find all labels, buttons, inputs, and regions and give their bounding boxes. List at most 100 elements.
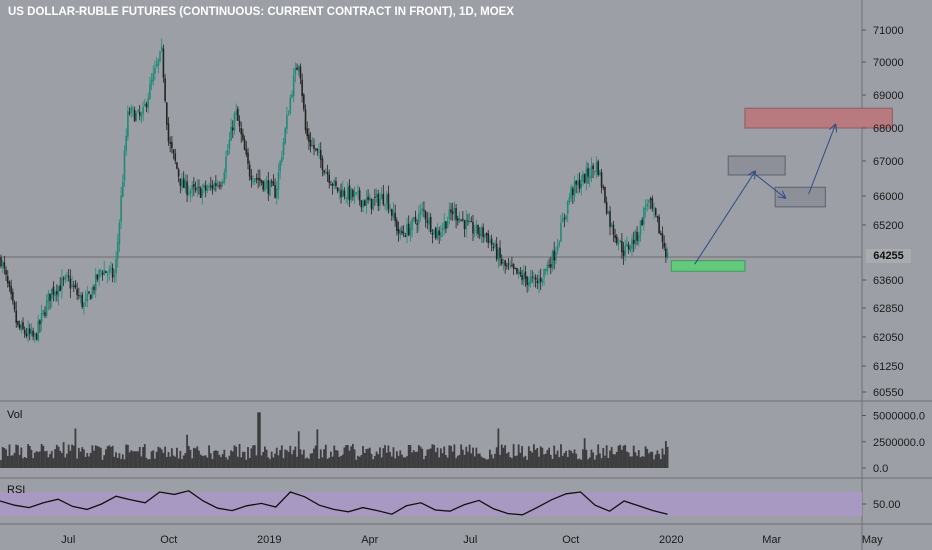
volume-bar <box>401 454 403 468</box>
volume-bar <box>35 451 38 468</box>
volume-bar <box>248 457 251 468</box>
volume-bar <box>44 451 46 468</box>
candle <box>47 289 50 311</box>
volume-bar <box>614 454 617 468</box>
volume-bar <box>346 445 349 468</box>
volume-bar <box>172 455 175 468</box>
candle <box>644 199 647 218</box>
candle <box>52 281 55 302</box>
candle <box>646 199 649 212</box>
candle <box>438 226 440 244</box>
volume-bar <box>570 450 573 468</box>
volume-bar <box>341 454 344 468</box>
candle <box>455 204 457 229</box>
candle <box>154 60 156 81</box>
candle <box>314 148 317 152</box>
candle <box>578 172 581 193</box>
volume-bar <box>264 446 266 468</box>
volume-bar <box>429 448 432 468</box>
volume-bar <box>485 459 488 468</box>
candle <box>651 195 654 212</box>
volume-bar <box>235 446 238 468</box>
volume-bar <box>98 446 101 468</box>
candle <box>632 231 635 252</box>
candle <box>661 226 664 250</box>
volume-bar <box>272 457 275 468</box>
volume-bar <box>529 450 532 468</box>
candle <box>363 199 366 207</box>
volume-bar <box>509 457 512 468</box>
volume-pane: 5000000.0 2500000.0 0.0 <box>0 411 925 475</box>
volume-bar <box>495 447 498 468</box>
candle <box>186 174 188 203</box>
volume-bar <box>159 447 161 468</box>
candle <box>120 186 122 229</box>
candle <box>353 186 356 204</box>
volume-bar <box>587 459 589 468</box>
candle <box>519 267 522 277</box>
volume-bar <box>279 449 282 468</box>
gray-zone-1-box <box>727 155 786 176</box>
volume-bar <box>184 453 187 468</box>
volume-bar <box>632 445 635 468</box>
volume-bar <box>211 459 214 468</box>
candle <box>577 173 579 195</box>
candle <box>506 262 508 270</box>
volume-bar <box>619 444 622 468</box>
candle <box>614 228 616 243</box>
candle <box>412 216 415 223</box>
candle <box>137 108 139 113</box>
volume-bar <box>152 450 155 468</box>
candle <box>20 320 23 334</box>
candle <box>566 200 569 223</box>
volume-bar <box>296 456 298 468</box>
candle <box>13 300 16 313</box>
price-tick-label: 65200 <box>873 220 904 232</box>
candle <box>565 215 567 222</box>
candle <box>206 184 209 194</box>
volume-bar <box>571 453 574 468</box>
candle <box>634 229 637 249</box>
volume-bar <box>472 447 474 468</box>
volume-bar <box>64 457 67 468</box>
volume-bar <box>250 448 253 468</box>
volume-bar <box>446 457 449 468</box>
volume-bar <box>419 446 422 468</box>
candle <box>615 234 618 246</box>
volume-bar <box>492 458 495 468</box>
volume-bar <box>22 458 24 468</box>
volume-bar <box>511 458 513 468</box>
candle <box>599 169 601 176</box>
candle <box>352 188 354 201</box>
volume-bar <box>406 456 408 468</box>
candle <box>648 199 650 210</box>
volume-bar <box>216 450 219 468</box>
candle <box>377 189 380 211</box>
volume-bar <box>262 452 265 468</box>
volume-bar <box>460 444 463 468</box>
candle <box>152 65 155 86</box>
candle <box>502 258 505 271</box>
volume-bar <box>620 449 623 468</box>
candle <box>135 111 138 122</box>
volume-bar <box>77 447 80 468</box>
volume-bar <box>357 455 359 468</box>
volume-bar <box>483 458 486 468</box>
candle <box>500 254 503 266</box>
candle <box>64 273 67 284</box>
volume-bar <box>329 451 332 468</box>
candle <box>184 174 187 194</box>
time-tick-label: Jul <box>463 534 477 546</box>
volume-tick-label: 2500000.0 <box>873 437 925 449</box>
price-tick-label: 66000 <box>873 191 904 203</box>
candle <box>390 208 393 221</box>
projection-arrow <box>808 125 836 195</box>
price-tick-label: 70000 <box>873 57 904 69</box>
volume-bar <box>441 453 444 468</box>
volume-bar <box>103 455 106 468</box>
volume-bar <box>238 444 241 468</box>
candle <box>617 238 620 251</box>
candle <box>15 301 18 329</box>
volume-bar <box>269 459 271 468</box>
